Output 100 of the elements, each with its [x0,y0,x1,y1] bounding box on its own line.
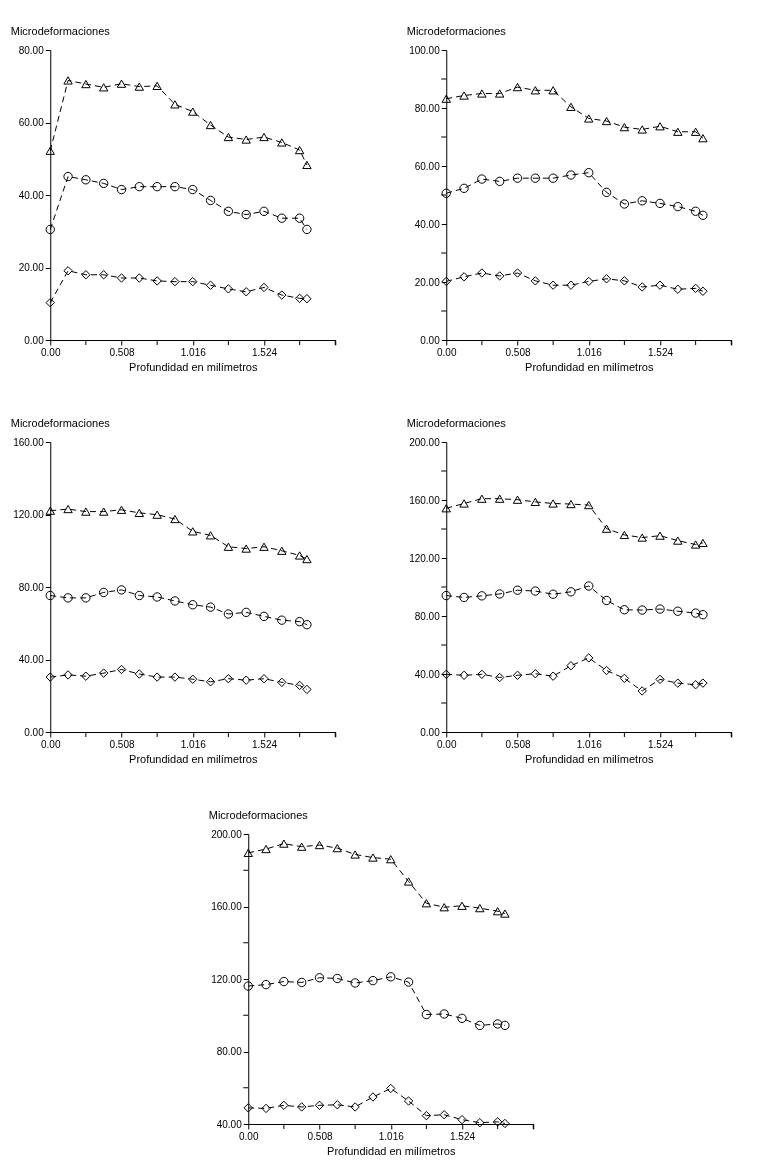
point [279,976,289,987]
y-axis-title: Microdeformaciones [406,416,507,429]
point [495,89,505,98]
point [205,602,216,612]
point [205,677,216,687]
point [314,840,325,850]
point [188,674,198,684]
x-axis-title: Profundidad en milímetros [327,1144,456,1157]
point [637,282,647,292]
point [332,973,342,984]
x-tick-label: 1.016 [180,738,207,750]
point [441,504,451,513]
point [152,81,162,91]
point [205,531,216,540]
point [530,669,540,679]
point [512,670,523,680]
point [421,899,432,908]
point [566,102,576,111]
point [690,540,701,549]
point [698,134,708,143]
point [302,224,312,235]
y-tick-label: 160.00 [13,436,45,448]
point [698,678,708,688]
point [698,210,708,220]
point [421,1009,432,1020]
point [81,593,91,603]
point [152,592,162,602]
point [241,607,251,618]
point [45,297,55,308]
point [637,533,647,542]
point [601,116,612,126]
point [439,1110,449,1120]
point [302,620,312,630]
point [495,271,505,281]
point [205,280,216,290]
point [566,280,576,290]
point [548,499,558,508]
point [690,283,701,294]
point [548,280,558,290]
point [566,499,576,509]
point [116,273,127,283]
point [259,282,269,293]
point [223,542,234,551]
x-tick-label: 1.016 [576,738,603,750]
point [655,198,665,209]
point [241,287,251,297]
point [134,590,144,601]
x-tick-label: 1.016 [576,346,603,358]
point [619,605,630,615]
y-tick-label: 120.00 [13,509,45,520]
point [302,293,312,304]
y-tick-label: 80.00 [414,102,441,114]
point [350,1102,360,1112]
point [566,587,576,597]
point [259,132,269,142]
point [619,673,630,684]
x-tick-label: 0.00 [239,1130,259,1142]
y-axis-title: Microdeformaciones [208,808,309,821]
point [584,653,594,663]
point [134,508,144,517]
point [601,665,612,676]
point [530,586,540,596]
point [655,122,665,131]
point [261,1103,271,1114]
point [500,909,510,918]
point [637,125,647,134]
point [170,276,180,287]
x-axis-title: Profundidad en milímetros [525,360,654,373]
x-tick-label: 0.00 [41,738,61,750]
point [690,127,701,136]
y-tick-label: 0.00 [420,334,441,346]
y-tick-label: 0.00 [24,726,45,738]
y-tick-label: 40.00 [18,654,45,665]
point [584,276,594,287]
x-tick-label: 0.00 [437,346,457,358]
point [243,1103,253,1113]
point [439,903,449,912]
point [294,551,305,560]
point [368,975,378,986]
point [116,79,127,88]
y-tick-label: 80.00 [414,610,441,622]
point [619,530,630,540]
point [601,524,612,533]
point [457,1114,467,1125]
point [188,276,198,287]
point [601,187,612,198]
y-axis-title: Microdeformaciones [10,416,111,429]
y-axis-title: Microdeformaciones [10,24,111,37]
point [698,286,708,296]
point [261,844,271,854]
point [530,276,540,286]
x-tick-label: 0.00 [437,738,457,750]
point [45,506,55,515]
point [116,585,127,595]
point [673,678,683,688]
point [492,1019,503,1029]
y-tick-label: 0.00 [24,334,45,346]
point [259,611,269,622]
point [152,672,162,682]
point [99,83,109,92]
